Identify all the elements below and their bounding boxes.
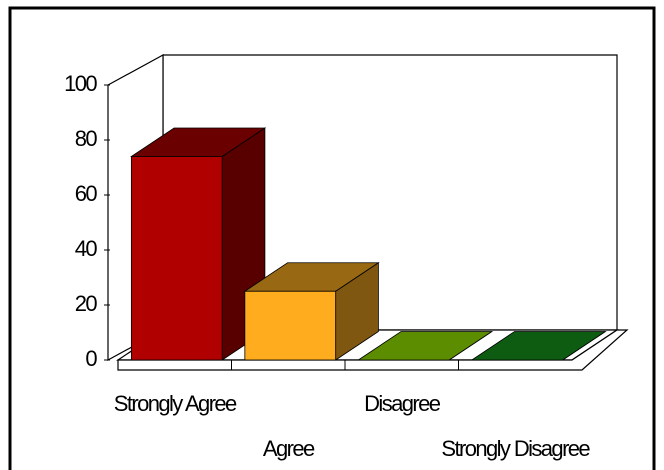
y-tick-label: 80 bbox=[75, 126, 98, 151]
y-tick-label: 40 bbox=[75, 236, 98, 261]
bar bbox=[244, 290, 337, 361]
bar bbox=[130, 156, 223, 361]
y-tick-label: 20 bbox=[75, 291, 98, 316]
y-tick-label: 60 bbox=[75, 181, 98, 206]
bar-top bbox=[357, 331, 494, 361]
x-tick-label: Strongly Agree bbox=[114, 391, 237, 416]
x-tick-label: Agree bbox=[263, 436, 315, 461]
bar-top bbox=[470, 331, 607, 361]
x-tick-label: Strongly Disagree bbox=[441, 436, 590, 461]
y-tick-label: 0 bbox=[85, 346, 97, 371]
x-tick-label: Disagree bbox=[364, 391, 441, 416]
y-tick-label: 100 bbox=[64, 71, 97, 96]
